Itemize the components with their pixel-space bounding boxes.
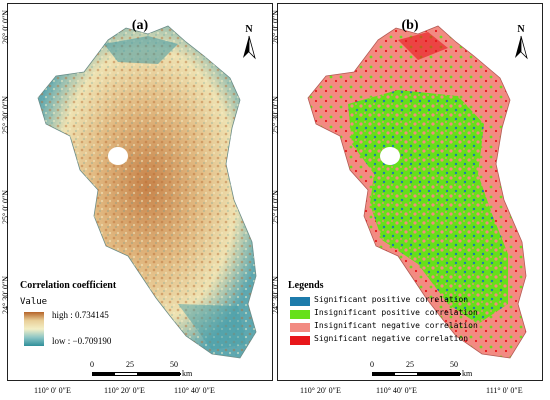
legend-swatch (290, 323, 310, 332)
lat-label-26: 26° 0′ 0″N (1, 9, 10, 44)
scale-tick-0: 0 (90, 360, 94, 369)
legend-correlation: Correlation coefficient Value high : 0.7… (20, 280, 160, 346)
scale-tick-0: 0 (370, 360, 374, 369)
legend-title: Correlation coefficient (20, 280, 117, 291)
legend-item: Significant negative correlation (288, 334, 488, 346)
legend-item: Significant positive correlation (288, 295, 488, 307)
north-arrow-b: N (510, 24, 532, 62)
panel-correlation-map: (a) N Correlation coefficient Value high… (7, 3, 273, 381)
north-letter: N (245, 24, 253, 35)
legend-title: Legends (288, 280, 324, 291)
north-arrow-a: N (238, 24, 260, 62)
color-ramp (24, 312, 44, 346)
legend-swatch (290, 336, 310, 345)
ramp-low-label: low : −0.709190 (52, 336, 112, 346)
north-arrow-icon (243, 35, 256, 60)
scale-bar-a: 0 25 50 km (86, 360, 192, 378)
lon-label-110-40-b: 110° 40′ 0″E (376, 386, 417, 395)
north-arrow-icon (515, 35, 528, 60)
lat-label-25: 25° 0′ 0″N (1, 189, 10, 224)
correlation-coefficient-map (37, 25, 257, 359)
lat-label-26-b: 26° 0′ 0″N (271, 9, 280, 44)
panel-b-label: (b) (401, 18, 419, 33)
scale-bar-graphic (92, 372, 181, 376)
legend-item: Insignificant negative correlation (288, 321, 488, 333)
scale-bar-b: 0 25 50 km (366, 360, 472, 378)
north-letter: N (517, 24, 525, 35)
legend-item-label: Significant positive correlation (314, 295, 469, 304)
lon-label-111: 111° 0′ 0″E (486, 386, 523, 395)
lon-label-110-40: 110° 40′ 0″E (174, 386, 215, 395)
lon-label-110-20: 110° 20′ 0″E (104, 386, 145, 395)
lon-label-110: 110° 0′ 0″E (34, 386, 71, 395)
lon-label-110-20-b: 110° 20′ 0″E (300, 386, 341, 395)
scale-tick-25: 25 (126, 360, 134, 369)
legend-significance: Legends Significant positive correlation… (288, 280, 488, 346)
lat-label-25-30: 25° 30′ 0″N (1, 95, 10, 134)
legend-subtitle: Value (20, 297, 48, 307)
lat-label-25-b: 25° 0′ 0″N (271, 189, 280, 224)
scale-tick-50: 50 (170, 360, 178, 369)
legend-swatch (290, 310, 310, 319)
legend-item-label: Insignificant negative correlation (314, 321, 478, 330)
legend-swatch (290, 297, 310, 306)
scale-unit: km (462, 369, 473, 378)
legend-item: Insignificant positive correlation (288, 308, 488, 320)
significance-map (307, 25, 527, 359)
scale-unit: km (182, 369, 193, 378)
scale-tick-25: 25 (406, 360, 414, 369)
panel-significance-map: (b) N Legends Significant positive corre… (277, 3, 543, 381)
ramp-high-label: high : 0.734145 (52, 310, 109, 320)
lat-label-24-30: 24° 30′ 0″N (1, 275, 10, 314)
lat-label-24-30-b: 24° 30′ 0″N (271, 275, 280, 314)
legend-item-label: Insignificant positive correlation (314, 308, 478, 317)
scale-bar-graphic (372, 372, 461, 376)
panel-a-label: (a) (131, 18, 149, 33)
lat-label-25-30-b: 25° 30′ 0″N (271, 95, 280, 134)
legend-item-label: Significant negative correlation (314, 334, 469, 343)
legend-item-list: Significant positive correlation Insignif… (288, 295, 488, 346)
scale-tick-50: 50 (450, 360, 458, 369)
